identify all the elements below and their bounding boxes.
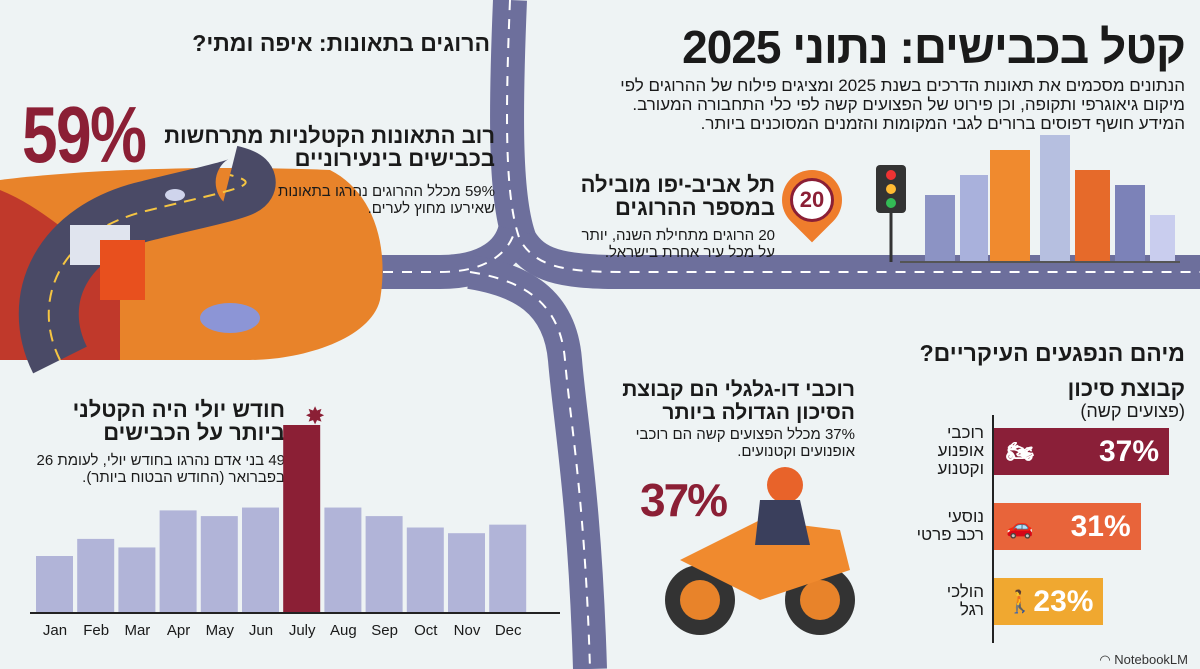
notebooklm-watermark: ◠ NotebookLM [1099, 652, 1188, 668]
risk-category-label: נוסעי רכב פרטי [902, 508, 984, 544]
risk-category-label: רוכבי אופנוע וקטנוע [902, 424, 984, 478]
month-label: Nov [453, 622, 481, 639]
body-line: בפברואר (החודש הבטוח ביותר). [82, 469, 285, 486]
month-label: Jan [42, 622, 68, 639]
risk-group-title: קבוצת סיכון [1067, 376, 1185, 401]
july-body: 49 בני אדם נהרגו בחודש יולי, לעומת 26 בפ… [5, 452, 285, 486]
pin-value: 20 [790, 178, 834, 222]
bar-jan [36, 556, 73, 613]
risk-category-label: הולכי רגל [902, 583, 984, 619]
bar-oct [406, 527, 444, 613]
label-line: רוכבי [946, 423, 984, 442]
title-line: רוב התאונות הקטלניות מתרחשות [164, 123, 495, 148]
body-line: שאירעו מחוץ לערים. [367, 200, 495, 217]
title-line: תל אביב-יפו מובילה [580, 172, 775, 197]
july-title: חודש יולי היה הקטלני ביותר על הכבישים [5, 398, 285, 444]
motorcycle-title: רוכבי דו-גלגלי הם קבוצת הסיכון הגדולה בי… [575, 378, 855, 424]
tel-aviv-body: 20 הרוגים מתחילת השנה, יותר על מכל עיר א… [535, 227, 775, 261]
body-line: 59% מכלל ההרוגים נהרגו בתאונות [278, 183, 495, 200]
month-label: Jun [248, 622, 274, 639]
label-line: רכב פרטי [916, 525, 984, 544]
title-line: רוכבי דו-גלגלי הם קבוצת [622, 378, 855, 401]
bar-nov [448, 533, 485, 613]
page-title: קטל בכבישים: נתוני 2025 [682, 21, 1186, 73]
risk-value: 31% [1070, 509, 1131, 543]
bar-mar [118, 547, 156, 613]
month-label: Feb [83, 622, 110, 639]
title-line: חודש יולי היה הקטלני [72, 397, 285, 422]
car-icon: 🚗 [1006, 513, 1034, 539]
interurban-title: רוב התאונות הקטלניות מתרחשות בכבישים בינ… [164, 123, 495, 171]
intro-line: מיקום גיאוגרפי ותקופה, וכן פירוט של הפצו… [632, 95, 1185, 114]
risk-value: 37% [1098, 434, 1159, 468]
title-line: בכבישים בינעירוניים [294, 146, 495, 171]
month-label: Apr [166, 622, 191, 639]
pedestrian-icon: 🚶 [1006, 588, 1034, 614]
notebooklm-logo-icon: ◠ [1099, 652, 1115, 667]
body-line: 20 הרוגים מתחילת השנה, יותר [581, 227, 775, 244]
body-line: 49 בני אדם נהרגו בחודש יולי, לעומת 26 [36, 452, 285, 469]
risk-chart-axis [992, 415, 994, 643]
label-line: נוסעי [947, 507, 985, 526]
where-when-heading: הרוגים בתאונות: איפה ומתי? [192, 30, 490, 56]
label-line: אופנוע [937, 441, 984, 460]
label-line: רגל [959, 600, 984, 619]
month-label: May [205, 622, 234, 639]
body-line: 37% מכלל הפצועים קשה הם רוכבי [635, 426, 855, 443]
label-line: הולכי [946, 582, 984, 601]
title-line: במספר ההרוגים [615, 195, 775, 220]
bar-sep [365, 516, 403, 613]
tel-aviv-title: תל אביב-יפו מובילה במספר ההרוגים [535, 173, 775, 219]
bar-aug [324, 507, 362, 613]
intro-line: המידע חושף דפוסים ברורים לגבי המקומות וה… [700, 114, 1185, 133]
month-label: July [288, 622, 316, 639]
interurban-body: 59% מכלל ההרוגים נהרגו בתאונות שאירעו מח… [195, 183, 495, 217]
risk-group-subtitle: (פצועים קשה) [1080, 401, 1185, 421]
monthly-bar-chart [30, 425, 560, 614]
risk-bar: 🚗 31% [994, 503, 1141, 550]
label-line: וקטנוע [937, 459, 984, 478]
bar-feb [77, 538, 115, 613]
interurban-stat: 59% [22, 90, 147, 179]
month-label: Mar [124, 622, 151, 639]
risk-bar: 🚶 23% [994, 578, 1103, 625]
title-line: הסיכון הגדולה ביותר [662, 401, 855, 424]
bar-may [200, 516, 238, 613]
watermark-text: NotebookLM [1114, 652, 1188, 667]
bar-july [283, 425, 321, 613]
month-label: Sep [371, 622, 398, 639]
motorcycle-illustration [665, 467, 855, 635]
body-line: אופנועים וקטנועים. [737, 443, 855, 460]
intro-text: הנתונים מסכמים את תאונות הדרכים בשנת 202… [505, 76, 1185, 133]
bar-jun [242, 507, 279, 613]
month-label: Oct [414, 622, 438, 639]
crash-icon: ✸ [304, 403, 326, 430]
motorcycle-stat: 37% [640, 474, 728, 526]
intro-line: הנתונים מסכמים את תאונות הדרכים בשנת 202… [620, 76, 1185, 95]
highway-illustration [0, 145, 383, 374]
risk-bar: 🏍 37% [994, 428, 1169, 475]
risk-value: 23% [1033, 584, 1094, 618]
body-line: על מכל עיר אחרת בישראל. [604, 244, 775, 261]
month-label: Dec [494, 622, 522, 639]
bar-apr [159, 510, 197, 613]
victims-heading: מיהם הנפגעים העיקריים? [919, 340, 1185, 366]
bar-dec [489, 524, 527, 613]
month-label: Aug [330, 622, 357, 639]
city-skyline-illustration [876, 135, 1180, 263]
title-line: ביותר על הכבישים [103, 420, 285, 445]
motorcycle-body: 37% מכלל הפצועים קשה הם רוכבי אופנועים ו… [595, 426, 855, 460]
motorcycle-icon: 🏍 [1006, 438, 1034, 464]
